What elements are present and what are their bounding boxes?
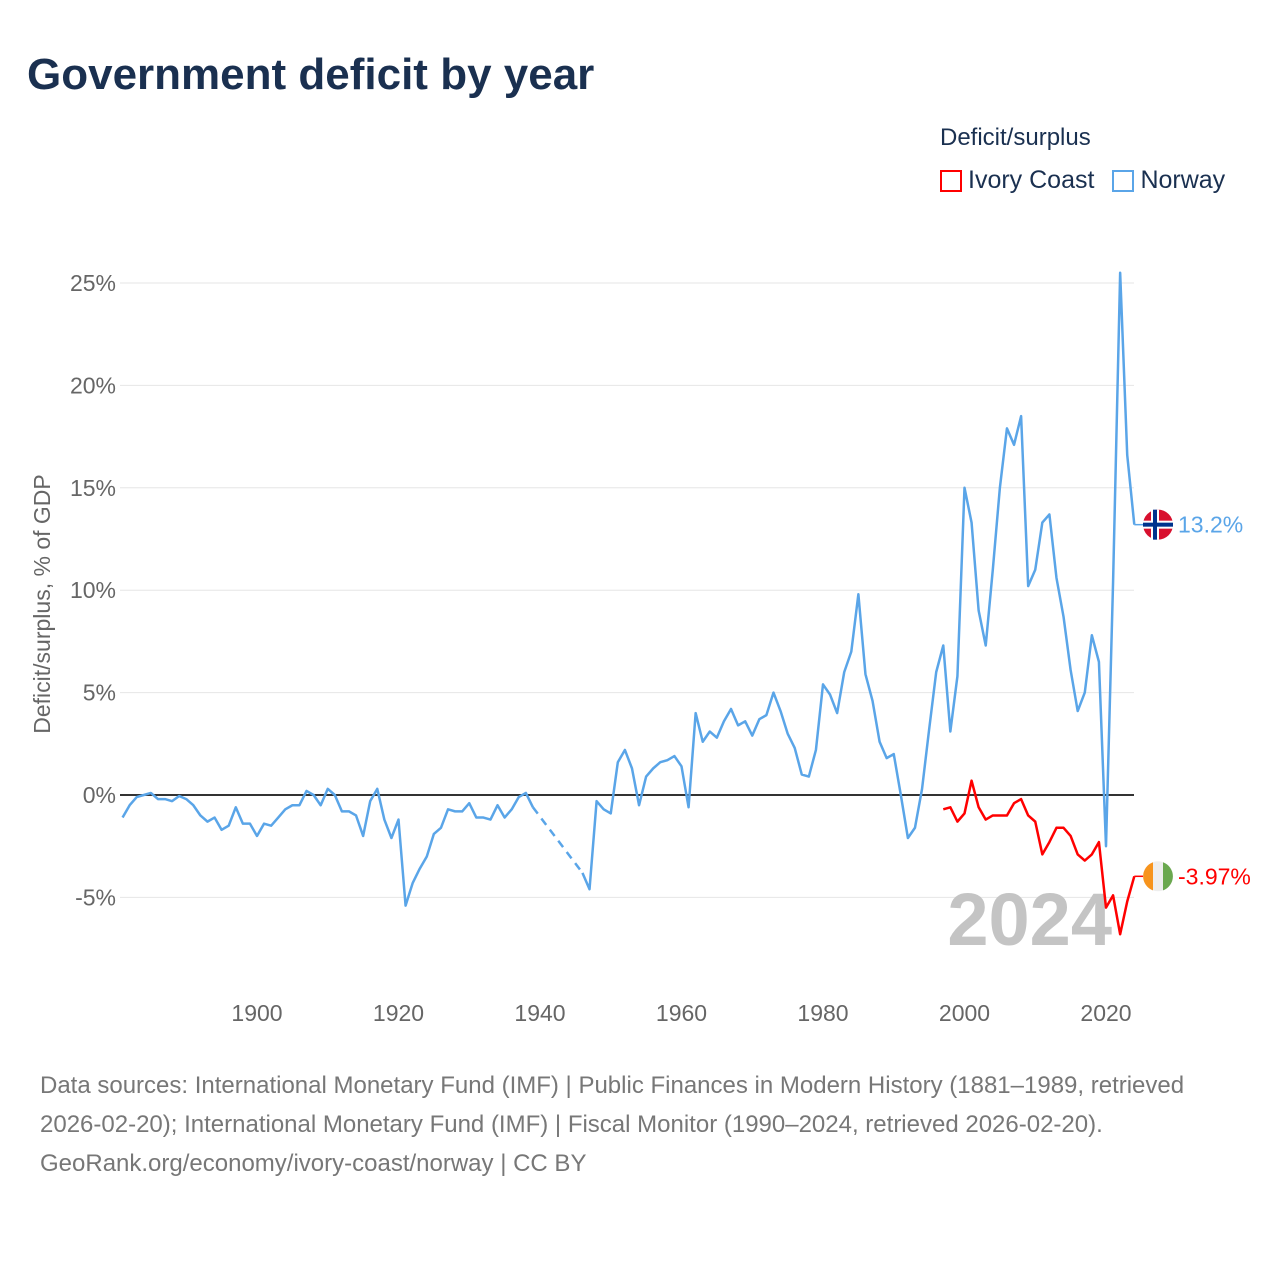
end-label-norway: 13.2% (1178, 512, 1243, 538)
y-tick-label: 10% (70, 577, 116, 603)
year-watermark: 2024 (947, 878, 1112, 961)
sources-link[interactable]: GeoRank.org/economy/ivory-coast/norway |… (40, 1150, 587, 1177)
legend-swatch-norway (1112, 169, 1135, 192)
x-tick-label: 1940 (514, 1000, 565, 1026)
x-tick-label: 1960 (656, 1000, 707, 1026)
legend-label: Norway (1140, 166, 1226, 194)
y-axis-label: Deficit/surplus, % of GDP (29, 474, 55, 733)
legend-swatch-ivory-coast (940, 169, 962, 192)
y-tick-label: -5% (75, 884, 116, 910)
legend-label: Ivory Coast (968, 166, 1095, 194)
norway-flag-icon (1143, 522, 1173, 527)
legend-title: Deficit/surplus (940, 124, 1091, 151)
ivory-coast-flag-icon (1163, 862, 1173, 891)
y-tick-label: 25% (70, 270, 116, 296)
y-tick-label: 20% (70, 372, 116, 398)
series-line-norway (581, 271, 1136, 891)
x-tick-label: 1980 (797, 1000, 848, 1026)
ivory-coast-flag-icon (1143, 862, 1153, 891)
end-label-ivory-coast: -3.97% (1178, 863, 1251, 889)
sources-text: Data sources: International Monetary Fun… (40, 1072, 1185, 1138)
sources: Data sources: International Monetary Fun… (40, 1066, 1240, 1183)
series-line-ivory-coast (942, 779, 1136, 936)
norway-flag-icon (1153, 509, 1157, 540)
series-line-norway (121, 787, 535, 907)
legend: Ivory Coast Norway (940, 166, 1225, 195)
x-tick-label: 1900 (231, 1000, 282, 1026)
y-tick-label: 5% (83, 680, 116, 706)
legend-item-norway[interactable]: Norway (1112, 166, 1225, 195)
series-gap-norway (531, 806, 584, 874)
y-tick-label: 15% (70, 475, 116, 501)
x-tick-label: 2020 (1080, 1000, 1131, 1026)
x-tick-label: 2000 (939, 1000, 990, 1026)
legend-item-ivory-coast[interactable]: Ivory Coast (940, 166, 1094, 195)
page-title: Government deficit by year (27, 50, 595, 99)
x-tick-label: 1920 (373, 1000, 424, 1026)
y-tick-label: 0% (83, 782, 116, 808)
